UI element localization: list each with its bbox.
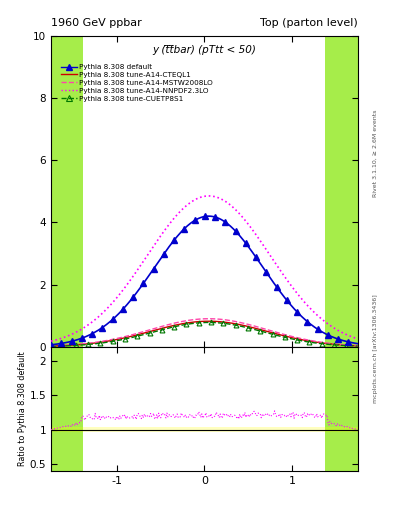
Y-axis label: Ratio to Pythia 8.308 default: Ratio to Pythia 8.308 default bbox=[18, 352, 27, 466]
Legend: Pythia 8.308 default, Pythia 8.308 tune-A14-CTEQL1, Pythia 8.308 tune-A14-MSTW20: Pythia 8.308 default, Pythia 8.308 tune-… bbox=[58, 61, 216, 104]
Bar bbox=[51, 347, 83, 471]
Text: 1960 GeV ppbar: 1960 GeV ppbar bbox=[51, 18, 142, 28]
Text: Rivet 3.1.10, ≥ 2.6M events: Rivet 3.1.10, ≥ 2.6M events bbox=[373, 110, 378, 197]
Bar bbox=[325, 347, 358, 471]
Bar bbox=[51, 427, 358, 432]
Bar bbox=[51, 347, 83, 471]
Text: Top (parton level): Top (parton level) bbox=[260, 18, 358, 28]
Text: y (t̅t̅bar) (pTtt < 50): y (t̅t̅bar) (pTtt < 50) bbox=[152, 45, 256, 55]
Text: mcplots.cern.ch [arXiv:1306.3436]: mcplots.cern.ch [arXiv:1306.3436] bbox=[373, 294, 378, 402]
Bar bbox=[51, 36, 83, 347]
Bar bbox=[325, 36, 358, 347]
Bar bbox=[325, 36, 358, 347]
Bar bbox=[325, 347, 358, 471]
Bar bbox=[51, 36, 83, 347]
